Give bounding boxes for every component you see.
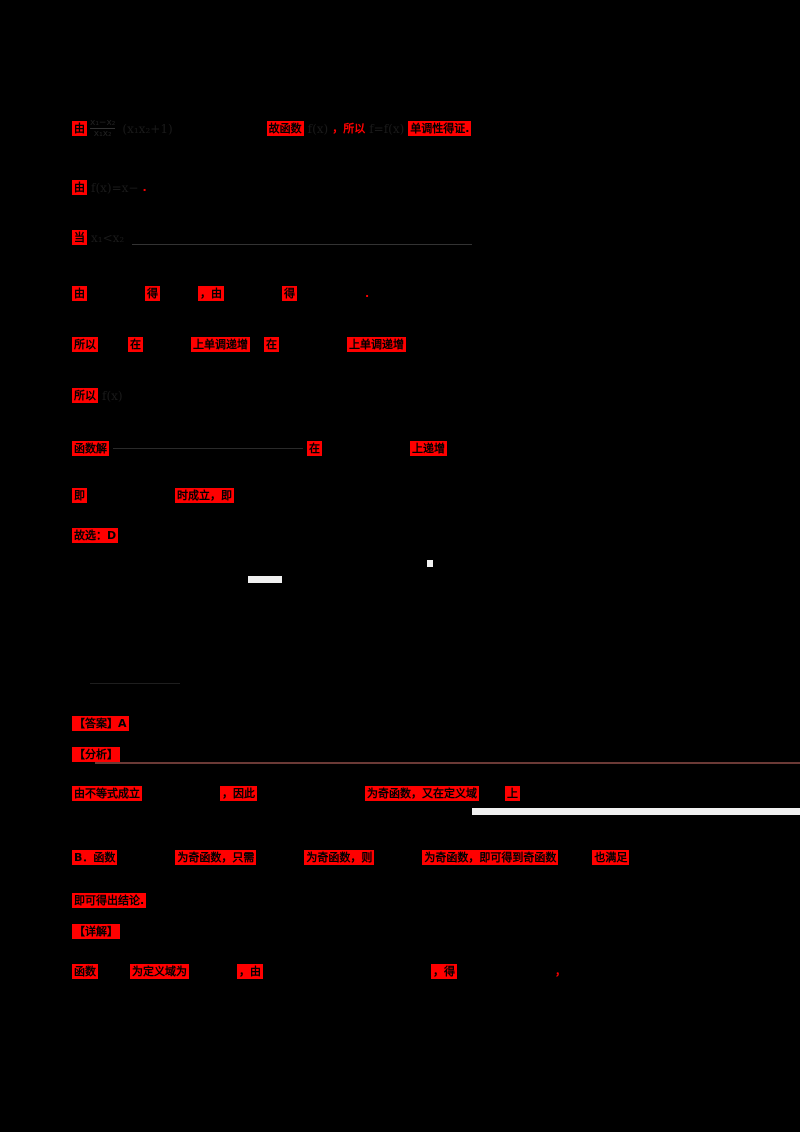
proof-line-4: 由 得 ，由 得 .	[72, 286, 369, 301]
text: 为奇函数，又在定义域	[365, 786, 479, 801]
detail-line: B．函数 为奇函数，只需 为奇函数，则 为奇函数，即可得到奇函数 也满足	[72, 850, 630, 865]
text: 时成立，即	[175, 488, 234, 503]
text: ，	[555, 965, 566, 978]
answer-label: 【答案】A	[72, 716, 129, 731]
text: 为奇函数，即可得到奇函数	[422, 850, 559, 865]
text: 也满足	[592, 850, 630, 865]
label: 由	[72, 180, 87, 195]
text: ，由	[198, 286, 224, 301]
formula: f(x)	[307, 121, 329, 136]
text: .	[142, 181, 147, 194]
text: 单调性得证.	[408, 121, 472, 136]
formula: f(x)=x−	[91, 180, 139, 195]
proof-line-6: 所以 f(x)	[72, 388, 127, 403]
text: 即可得出结论.	[72, 893, 147, 908]
graph-marker	[248, 576, 282, 583]
proof-line-2: 由 f(x)=x− .	[72, 180, 147, 195]
final-line: 函数 为定义域为 ，由 ，得 ，	[72, 964, 566, 979]
text: 上	[505, 786, 520, 801]
graph-axis	[90, 683, 180, 684]
proof-line-3: 当 x₁<x₂	[72, 230, 476, 245]
divider	[95, 762, 800, 764]
label: 所以	[72, 388, 98, 403]
proof-line-8: 即 时成立，即	[72, 488, 302, 503]
analysis-label: 【分析】	[72, 747, 120, 762]
proof-line-5: 所以 在 上单调递增 在 上单调递增	[72, 337, 406, 352]
text: 为定义域为	[130, 964, 189, 979]
conclusion-line: 即可得出结论.	[72, 893, 147, 908]
text: 为奇函数，则	[304, 850, 375, 865]
formula: f=f(x)	[369, 121, 405, 136]
text: B．函数	[72, 850, 118, 865]
analysis-text-line: 由不等式成立 ，因此 为奇函数，又在定义域 上	[72, 786, 520, 801]
highlight-bar	[472, 808, 800, 815]
formula	[113, 448, 303, 449]
text: 在	[264, 337, 279, 352]
formula: x₁<x₂	[91, 230, 125, 245]
proof-line-7: 函数解 在 上递增	[72, 441, 447, 456]
text: 上递增	[410, 441, 447, 456]
formula	[132, 230, 473, 245]
label: 即	[72, 488, 87, 503]
text: ，所以	[332, 122, 366, 135]
detail-label-line: 【详解】	[72, 924, 120, 939]
text: 上单调递增	[191, 337, 250, 352]
formula: (x₁x₂+1)	[122, 121, 173, 136]
text: 由不等式成立	[72, 786, 142, 801]
label: 当	[72, 230, 87, 245]
label: 函数解	[72, 441, 109, 456]
text: 在	[307, 441, 322, 456]
answer-choice: 故选：D	[72, 528, 119, 543]
label: 所以	[72, 337, 98, 352]
text: ，得	[431, 964, 457, 979]
text: 函数	[72, 964, 98, 979]
detail-label: 【详解】	[72, 924, 120, 939]
text: ，因此	[220, 786, 257, 801]
answer-line: 【答案】A	[72, 716, 129, 731]
text: 故函数	[266, 121, 304, 136]
text: ，由	[237, 964, 263, 979]
formula: f(x)	[102, 388, 123, 403]
text: 在	[128, 337, 143, 352]
text: 得	[145, 286, 160, 301]
graph-point	[427, 560, 433, 567]
label: 由	[72, 286, 87, 301]
text: 得	[282, 286, 297, 301]
text: .	[365, 287, 370, 300]
fraction: x₁−x₂ x₁x₂	[90, 118, 116, 139]
choice-text: 故选：D	[72, 528, 119, 543]
label: 由	[72, 121, 87, 136]
text: 为奇函数，只需	[175, 850, 257, 865]
text: 上单调递增	[347, 337, 406, 352]
proof-line-1: 由 x₁−x₂ x₁x₂ (x₁x₂+1) 故函数 f(x) ，所以 f=f(x)…	[72, 118, 472, 139]
analysis-line: 【分析】	[72, 747, 120, 762]
